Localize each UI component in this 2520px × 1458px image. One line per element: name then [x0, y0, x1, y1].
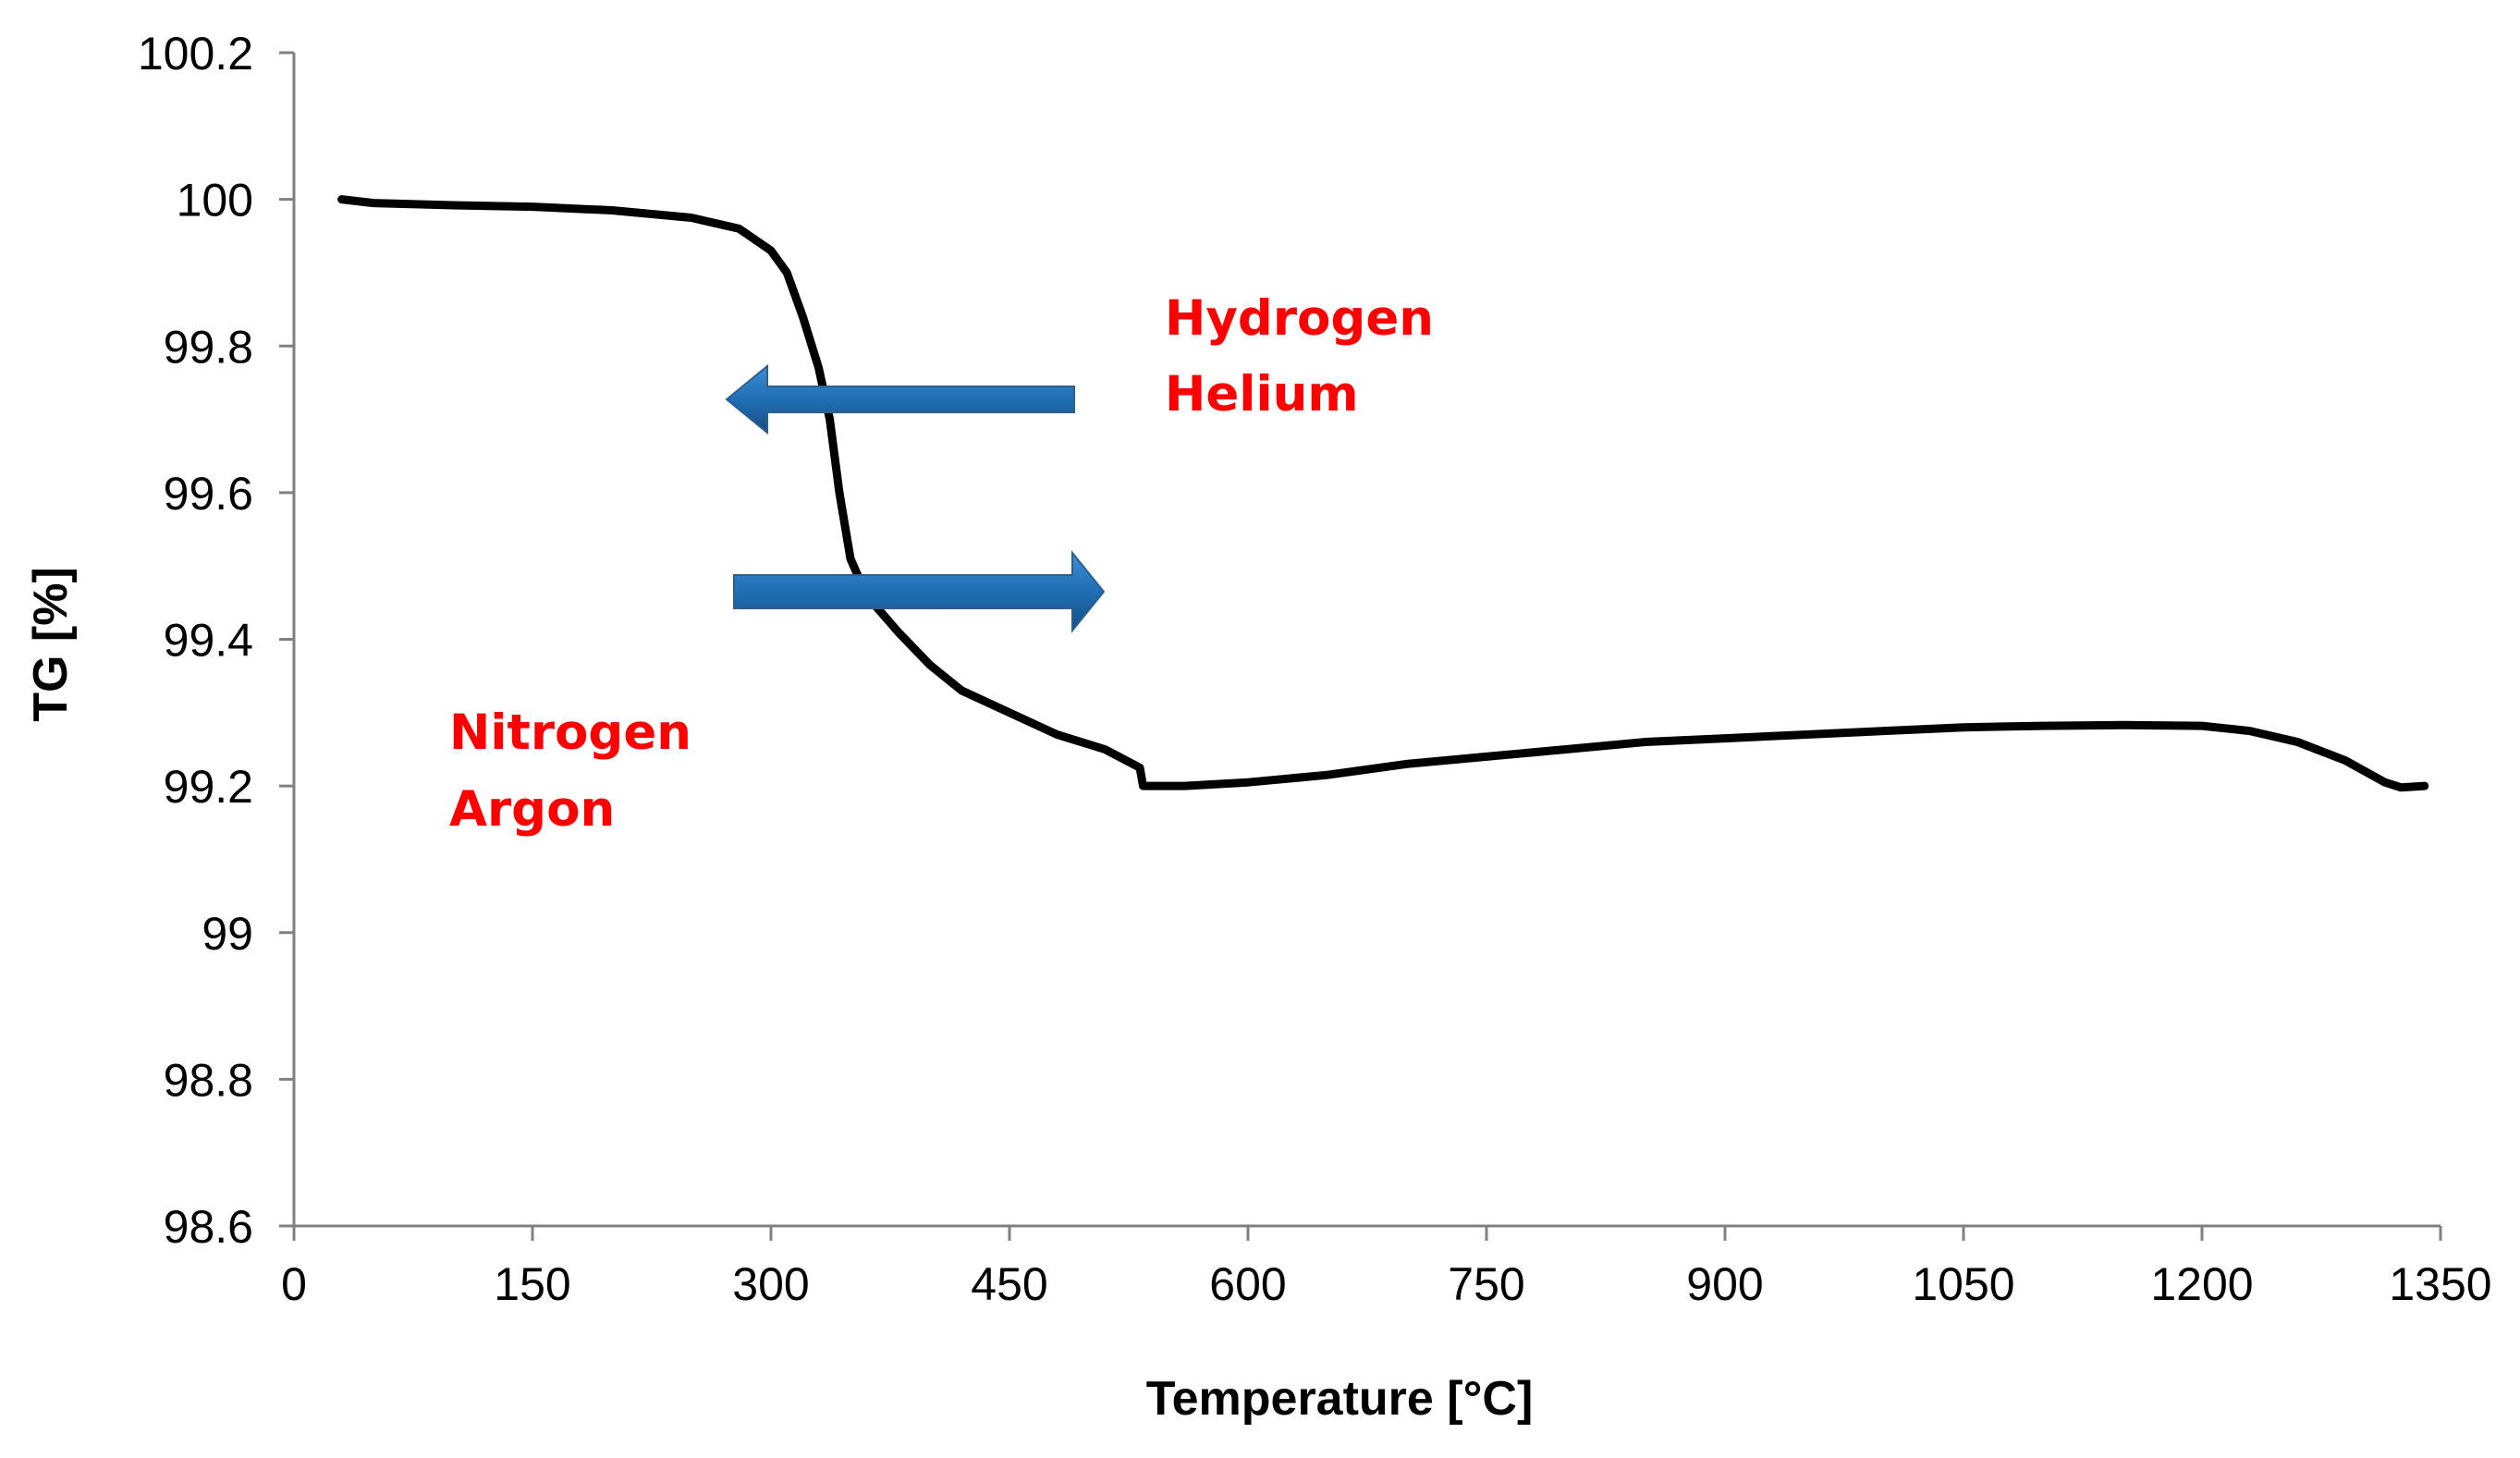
y-tick-label: 100 — [177, 175, 253, 227]
annotation-helium: Helium — [1165, 366, 1359, 423]
x-tick-label: 150 — [494, 1258, 570, 1310]
y-tick-label: 99.4 — [164, 615, 253, 667]
x-tick-label: 450 — [971, 1258, 1047, 1310]
x-tick-label: 1350 — [2389, 1258, 2491, 1310]
tg-series-line — [337, 195, 2429, 792]
x-tick-label: 0 — [281, 1258, 307, 1310]
x-tick-label: 900 — [1686, 1258, 1763, 1310]
right-arrow — [733, 550, 1106, 633]
x-tick-label: 1050 — [1912, 1258, 2014, 1310]
y-tick-label: 99 — [202, 908, 253, 960]
x-tick-label: 600 — [1209, 1258, 1286, 1310]
x-tick-label: 750 — [1448, 1258, 1524, 1310]
x-ticks: 0 150 300 450 600 750 900 1050 1200 1350 — [281, 1226, 2492, 1310]
annotation-nitrogen: Nitrogen — [449, 704, 691, 761]
x-tick-label: 1200 — [2150, 1258, 2253, 1310]
series-layer — [337, 195, 2429, 792]
y-tick-label: 99.6 — [164, 468, 253, 520]
y-tick-label: 98.6 — [164, 1201, 253, 1253]
arrow-layer — [725, 363, 1106, 633]
y-tick-label: 100.2 — [138, 28, 253, 80]
annotation-hydrogen: Hydrogen — [1165, 290, 1434, 347]
x-axis-title: Temperature [°C] — [1146, 1372, 1534, 1426]
x-tick-label: 300 — [732, 1258, 809, 1310]
y-tick-label: 98.8 — [164, 1054, 253, 1106]
y-ticks: 98.6 98.8 99 99.2 99.4 99.6 99.8 100 100.2 — [138, 28, 294, 1253]
annotation-argon: Argon — [449, 781, 615, 838]
left-arrow — [725, 363, 1075, 435]
annotation-layer: Hydrogen Helium Nitrogen Argon — [449, 290, 1434, 838]
y-axis-title: TG [%] — [24, 567, 78, 722]
axes: 98.6 98.8 99 99.2 99.4 99.6 99.8 100 100.2 0 150 3… — [138, 28, 2492, 1310]
y-tick-label: 99.8 — [164, 321, 253, 373]
y-tick-label: 99.2 — [164, 761, 253, 813]
